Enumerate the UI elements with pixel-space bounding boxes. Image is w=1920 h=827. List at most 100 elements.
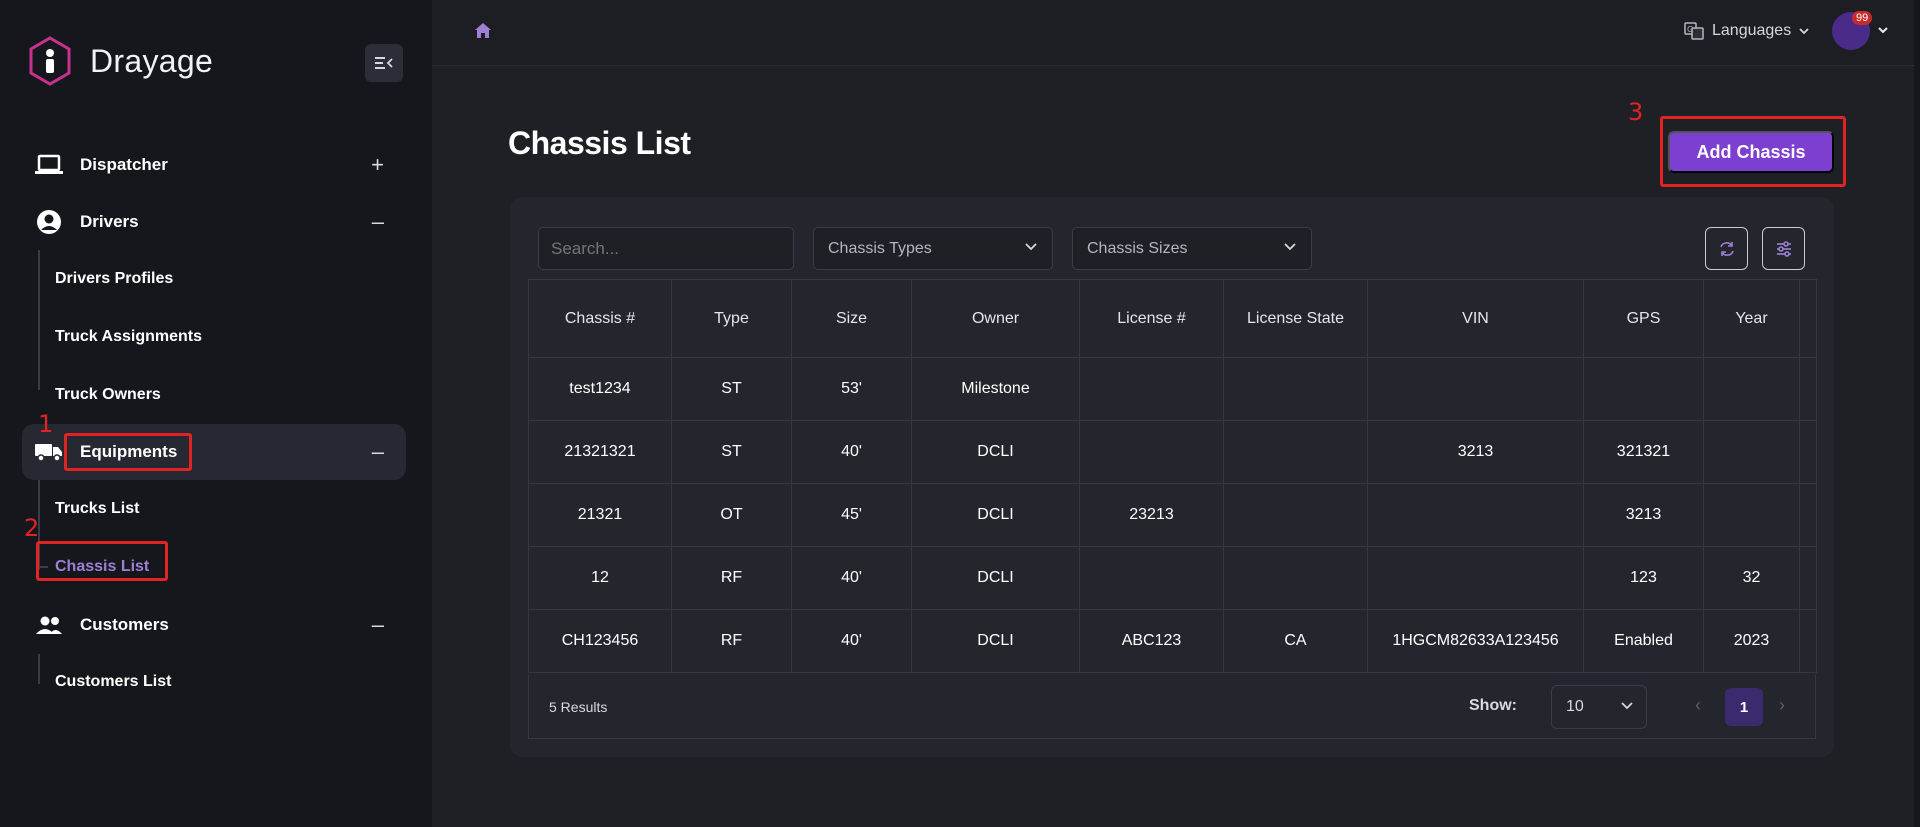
column-header[interactable]: Year (1703, 279, 1800, 358)
column-header[interactable]: VIN (1367, 279, 1584, 358)
table-cell: RF (671, 546, 792, 610)
column-header[interactable]: Size (791, 279, 912, 358)
chevron-right-icon[interactable]: › (1779, 695, 1785, 715)
table-row[interactable]: 12 RF 40' DCLI 123 32 (528, 546, 1817, 610)
table-cell: 321321 (1583, 420, 1704, 484)
table-cell (1367, 483, 1584, 547)
sidebar-item-truck-owners[interactable]: Truck Owners (55, 386, 161, 403)
sidebar-item-trucks-list[interactable]: Trucks List (55, 500, 140, 517)
column-header[interactable]: License # (1079, 279, 1224, 358)
sidebar-item-chassis-list[interactable]: Chassis List (55, 558, 150, 575)
page-title: Chassis List (508, 125, 691, 161)
sidebar-item-drivers-profiles[interactable]: Drivers Profiles (55, 270, 174, 287)
table-row[interactable]: CH123456 RF 40' DCLI ABC123 CA 1HGCM8263… (528, 609, 1817, 673)
svg-text:G: G (1687, 25, 1693, 34)
page-size-select[interactable]: 10 (1551, 685, 1647, 729)
sidebar-item-customers-list[interactable]: Customers List (55, 673, 172, 690)
table-cell: 123 (1583, 546, 1704, 610)
table-cell: CA (1223, 609, 1368, 673)
notification-badge: 99 (1852, 11, 1873, 25)
languages-label: Languages (1712, 22, 1792, 39)
sidebar: Drayage Dispatcher + Drivers – Drivers P… (0, 0, 432, 827)
user-circle-icon (34, 207, 64, 237)
truck-icon (34, 437, 64, 467)
column-header[interactable]: Owner (911, 279, 1080, 358)
filter-settings-button[interactable] (1762, 227, 1805, 270)
table-cell (1079, 420, 1224, 484)
home-icon[interactable] (474, 22, 492, 40)
table-cell: RF (671, 609, 792, 673)
menu-collapse-icon (375, 57, 393, 69)
search-input[interactable] (538, 227, 794, 270)
collapse-icon[interactable]: – (371, 439, 384, 464)
table-cell (1367, 546, 1584, 610)
table-cell: ST (671, 357, 792, 421)
window-edge (1914, 0, 1920, 827)
chevron-down-icon (1284, 243, 1296, 251)
sliders-icon (1776, 240, 1791, 257)
nav-drivers[interactable]: Drivers – (22, 194, 406, 250)
logo-icon (29, 36, 71, 86)
column-header-extra (1799, 279, 1817, 358)
table-cell: DCLI (911, 483, 1080, 547)
table-cell-extra (1799, 609, 1817, 673)
annotation-3: 3 (1628, 98, 1644, 126)
table-cell: CH123456 (528, 609, 672, 673)
topbar: G Languages 99 (432, 0, 1920, 66)
annotation-2: 2 (24, 514, 40, 542)
table-row[interactable]: 21321 OT 45' DCLI 23213 3213 (528, 483, 1817, 547)
results-count: 5 Results (549, 699, 608, 715)
table-cell (1223, 546, 1368, 610)
collapse-icon[interactable]: – (371, 612, 384, 637)
table-cell: 3213 (1367, 420, 1584, 484)
submenu-line (38, 480, 40, 570)
add-chassis-button[interactable]: Add Chassis (1668, 131, 1834, 173)
table-cell (1223, 357, 1368, 421)
table-row[interactable]: 21321321 ST 40' DCLI 3213 321321 (528, 420, 1817, 484)
table-footer: 5 Results Show: 10 ‹ 1 › (528, 675, 1816, 739)
chevron-down-icon[interactable] (1876, 26, 1890, 36)
table-cell: 21321 (528, 483, 672, 547)
expand-icon[interactable]: + (371, 152, 384, 177)
table-cell: 40' (791, 546, 912, 610)
table-cell: 2023 (1703, 609, 1800, 673)
sidebar-item-truck-assignments[interactable]: Truck Assignments (55, 328, 203, 345)
refresh-button[interactable] (1705, 227, 1748, 270)
table-header-row: Chassis # Type Size Owner License # Lice… (528, 279, 1817, 358)
chevron-down-icon (1621, 702, 1633, 710)
table-cell: test1234 (528, 357, 672, 421)
chassis-sizes-select[interactable]: Chassis Sizes (1072, 227, 1312, 270)
chassis-types-label: Chassis Types (828, 239, 932, 257)
table-cell: 40' (791, 609, 912, 673)
page-button[interactable]: 1 (1725, 688, 1763, 726)
submenu-line (38, 654, 40, 684)
table-cell: DCLI (911, 609, 1080, 673)
nav-customers[interactable]: Customers – (22, 597, 406, 653)
column-header[interactable]: License State (1223, 279, 1368, 358)
users-icon (34, 610, 64, 640)
translate-icon: G (1684, 22, 1704, 40)
table-row[interactable]: test1234 ST 53' Milestone (528, 357, 1817, 421)
nav-dispatcher[interactable]: Dispatcher + (22, 137, 406, 193)
brand[interactable]: Drayage (28, 36, 213, 86)
submenu-line (38, 250, 40, 390)
table-cell (1703, 420, 1800, 484)
chevron-left-icon[interactable]: ‹ (1695, 695, 1701, 715)
column-header[interactable]: GPS (1583, 279, 1704, 358)
chassis-sizes-label: Chassis Sizes (1087, 239, 1188, 257)
collapse-icon[interactable]: – (371, 209, 384, 234)
table-cell (1223, 420, 1368, 484)
languages-dropdown[interactable]: G Languages (1684, 22, 1811, 40)
annotation-box-3 (1660, 116, 1846, 187)
chassis-panel: Chassis Types Chassis Sizes Chassis # Ty… (510, 197, 1834, 757)
nav-customers-label: Customers (80, 615, 169, 634)
chassis-types-select[interactable]: Chassis Types (813, 227, 1053, 270)
table-cell: 40' (791, 420, 912, 484)
column-header[interactable]: Type (671, 279, 792, 358)
annotation-box-2 (36, 541, 168, 581)
collapse-sidebar-button[interactable] (365, 44, 403, 82)
table-cell (1583, 357, 1704, 421)
table-cell: DCLI (911, 546, 1080, 610)
column-header[interactable]: Chassis # (528, 279, 672, 358)
table-cell (1703, 357, 1800, 421)
